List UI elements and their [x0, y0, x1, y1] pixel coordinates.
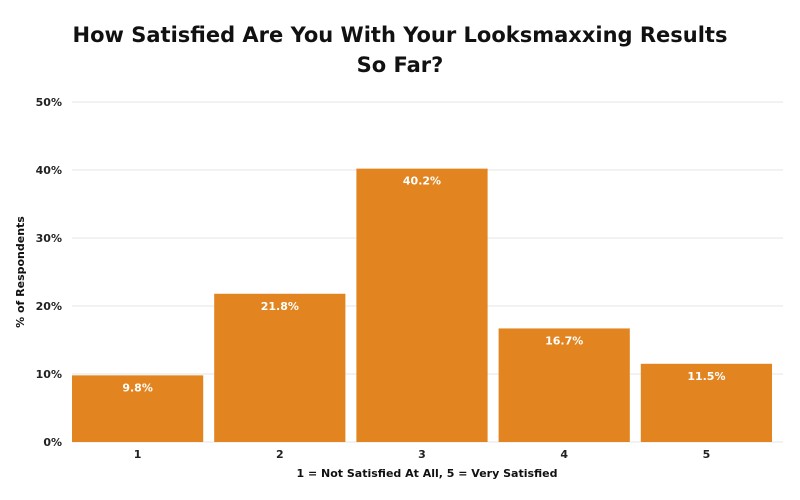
y-tick-label: 50% — [36, 96, 62, 109]
x-tick-label-4: 4 — [560, 448, 568, 461]
data-label-1: 9.8% — [122, 381, 153, 394]
x-tick-label-5: 5 — [703, 448, 711, 461]
bar-3 — [356, 168, 488, 442]
data-label-3: 40.2% — [403, 175, 441, 188]
chart-title-line-2: So Far? — [357, 53, 444, 77]
y-axis-ticks: 0% 10% 20% 30% 40% 50% — [36, 96, 62, 449]
chart-title-line-1: How Satisfied Are You With Your Looksmax… — [73, 23, 728, 47]
data-label-4: 16.7% — [545, 334, 583, 347]
bar-2 — [214, 293, 346, 442]
data-label-5: 11.5% — [687, 370, 725, 383]
x-axis-ticks: 1 2 3 4 5 — [134, 448, 710, 461]
y-tick-label: 10% — [36, 368, 62, 381]
y-tick-label: 0% — [43, 436, 62, 449]
watermark-text: looksmaxxing.com — [533, 187, 727, 209]
x-tick-label-1: 1 — [134, 448, 142, 461]
x-axis-label: 1 = Not Satisfied At All, 5 = Very Satis… — [296, 467, 557, 480]
x-tick-label-2: 2 — [276, 448, 284, 461]
bar-1 — [72, 375, 204, 442]
data-label-2: 21.8% — [261, 300, 299, 313]
bar-5 — [640, 363, 772, 442]
y-axis-label: % of Respondents — [14, 216, 27, 328]
y-tick-label: 30% — [36, 232, 62, 245]
bars: 9.8% 21.8% 40.2% 16.7% 11.5% — [72, 168, 772, 442]
x-tick-label-3: 3 — [418, 448, 426, 461]
bar-4 — [498, 328, 630, 442]
y-tick-label: 20% — [36, 300, 62, 313]
y-tick-label: 40% — [36, 164, 62, 177]
